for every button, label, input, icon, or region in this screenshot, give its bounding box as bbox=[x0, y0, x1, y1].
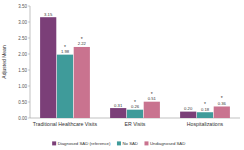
y-axis-label: Adjusted Mean bbox=[1, 45, 7, 79]
legend-label: Undiagnosed SAD bbox=[150, 141, 185, 146]
bar bbox=[180, 112, 196, 118]
bar bbox=[57, 55, 73, 118]
legend-label: Diagnosed SAD (reference) bbox=[58, 141, 111, 146]
bar bbox=[40, 17, 56, 118]
legend-swatch bbox=[144, 141, 148, 145]
tick-label: 1.50 bbox=[18, 68, 27, 73]
tick-label: 0.50 bbox=[18, 100, 27, 105]
data-label: 0.20 bbox=[184, 106, 193, 111]
category-label: Hospitalizations bbox=[187, 121, 224, 127]
bar bbox=[127, 110, 143, 118]
legend-label: No SAD bbox=[122, 141, 138, 146]
significance-marker: * bbox=[204, 101, 206, 107]
tick-label: 2.50 bbox=[18, 36, 27, 41]
bar bbox=[74, 47, 90, 118]
data-label: 0.18 bbox=[201, 107, 210, 112]
bar bbox=[144, 102, 160, 118]
data-label: 0.31 bbox=[114, 103, 123, 108]
tick-label: 0.00 bbox=[18, 116, 27, 121]
legend-swatch bbox=[117, 141, 121, 145]
significance-marker: * bbox=[81, 36, 83, 42]
significance-marker: * bbox=[64, 44, 66, 50]
bars bbox=[40, 17, 230, 118]
tick-label: 2.00 bbox=[18, 52, 27, 57]
bar bbox=[197, 112, 213, 118]
significance-marker: * bbox=[134, 99, 136, 105]
tick-label: 1.00 bbox=[18, 84, 27, 89]
legend-swatch bbox=[52, 141, 56, 145]
data-label: 3.15 bbox=[44, 12, 53, 17]
data-label: 2.22 bbox=[78, 41, 87, 46]
y-axis bbox=[30, 6, 31, 118]
significance-marker: * bbox=[151, 91, 153, 97]
category-label: Traditional Healthcare Visits bbox=[33, 121, 98, 127]
bar bbox=[214, 106, 230, 118]
tick-label: 3.00 bbox=[18, 20, 27, 25]
data-label: 0.36 bbox=[218, 101, 227, 106]
data-label: 0.51 bbox=[148, 96, 157, 101]
legend: Diagnosed SAD (reference) No SAD Undiagnos… bbox=[52, 141, 185, 146]
significance-marker: * bbox=[221, 95, 223, 101]
bar bbox=[110, 108, 126, 118]
data-label: 0.26 bbox=[131, 104, 140, 109]
data-label: 1.98 bbox=[61, 49, 70, 54]
chart: Adjusted Mean 0.00 0.50 1.00 1.50 2.00 2.50 3.0… bbox=[0, 0, 244, 150]
category-label: ER Visits bbox=[125, 121, 146, 127]
tick-label: 3.50 bbox=[18, 4, 27, 9]
